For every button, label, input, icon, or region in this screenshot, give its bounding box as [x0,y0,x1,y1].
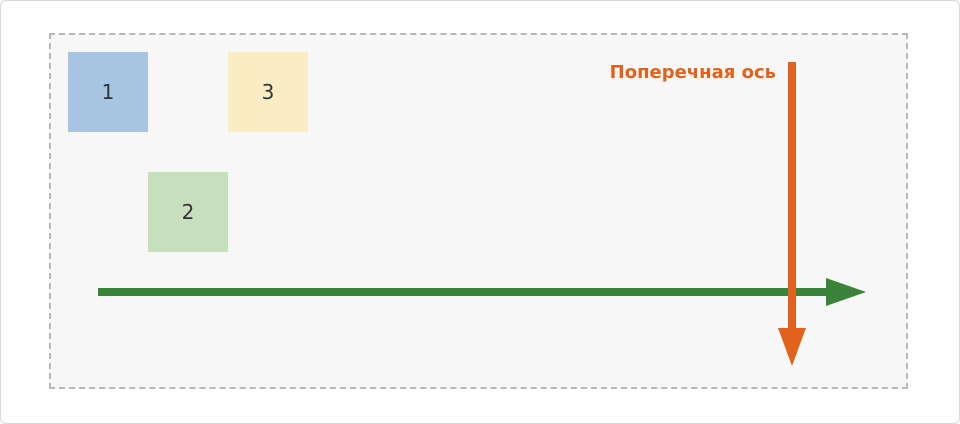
flex-item-3: 3 [228,52,308,132]
cross-axis-label: Поперечная ось [609,62,776,83]
flex-item-1-label: 1 [101,80,115,104]
flex-item-2: 2 [148,172,228,252]
flex-item-3-label: 3 [261,80,275,104]
flex-item-2-label: 2 [181,200,195,224]
flex-item-1: 1 [68,52,148,132]
